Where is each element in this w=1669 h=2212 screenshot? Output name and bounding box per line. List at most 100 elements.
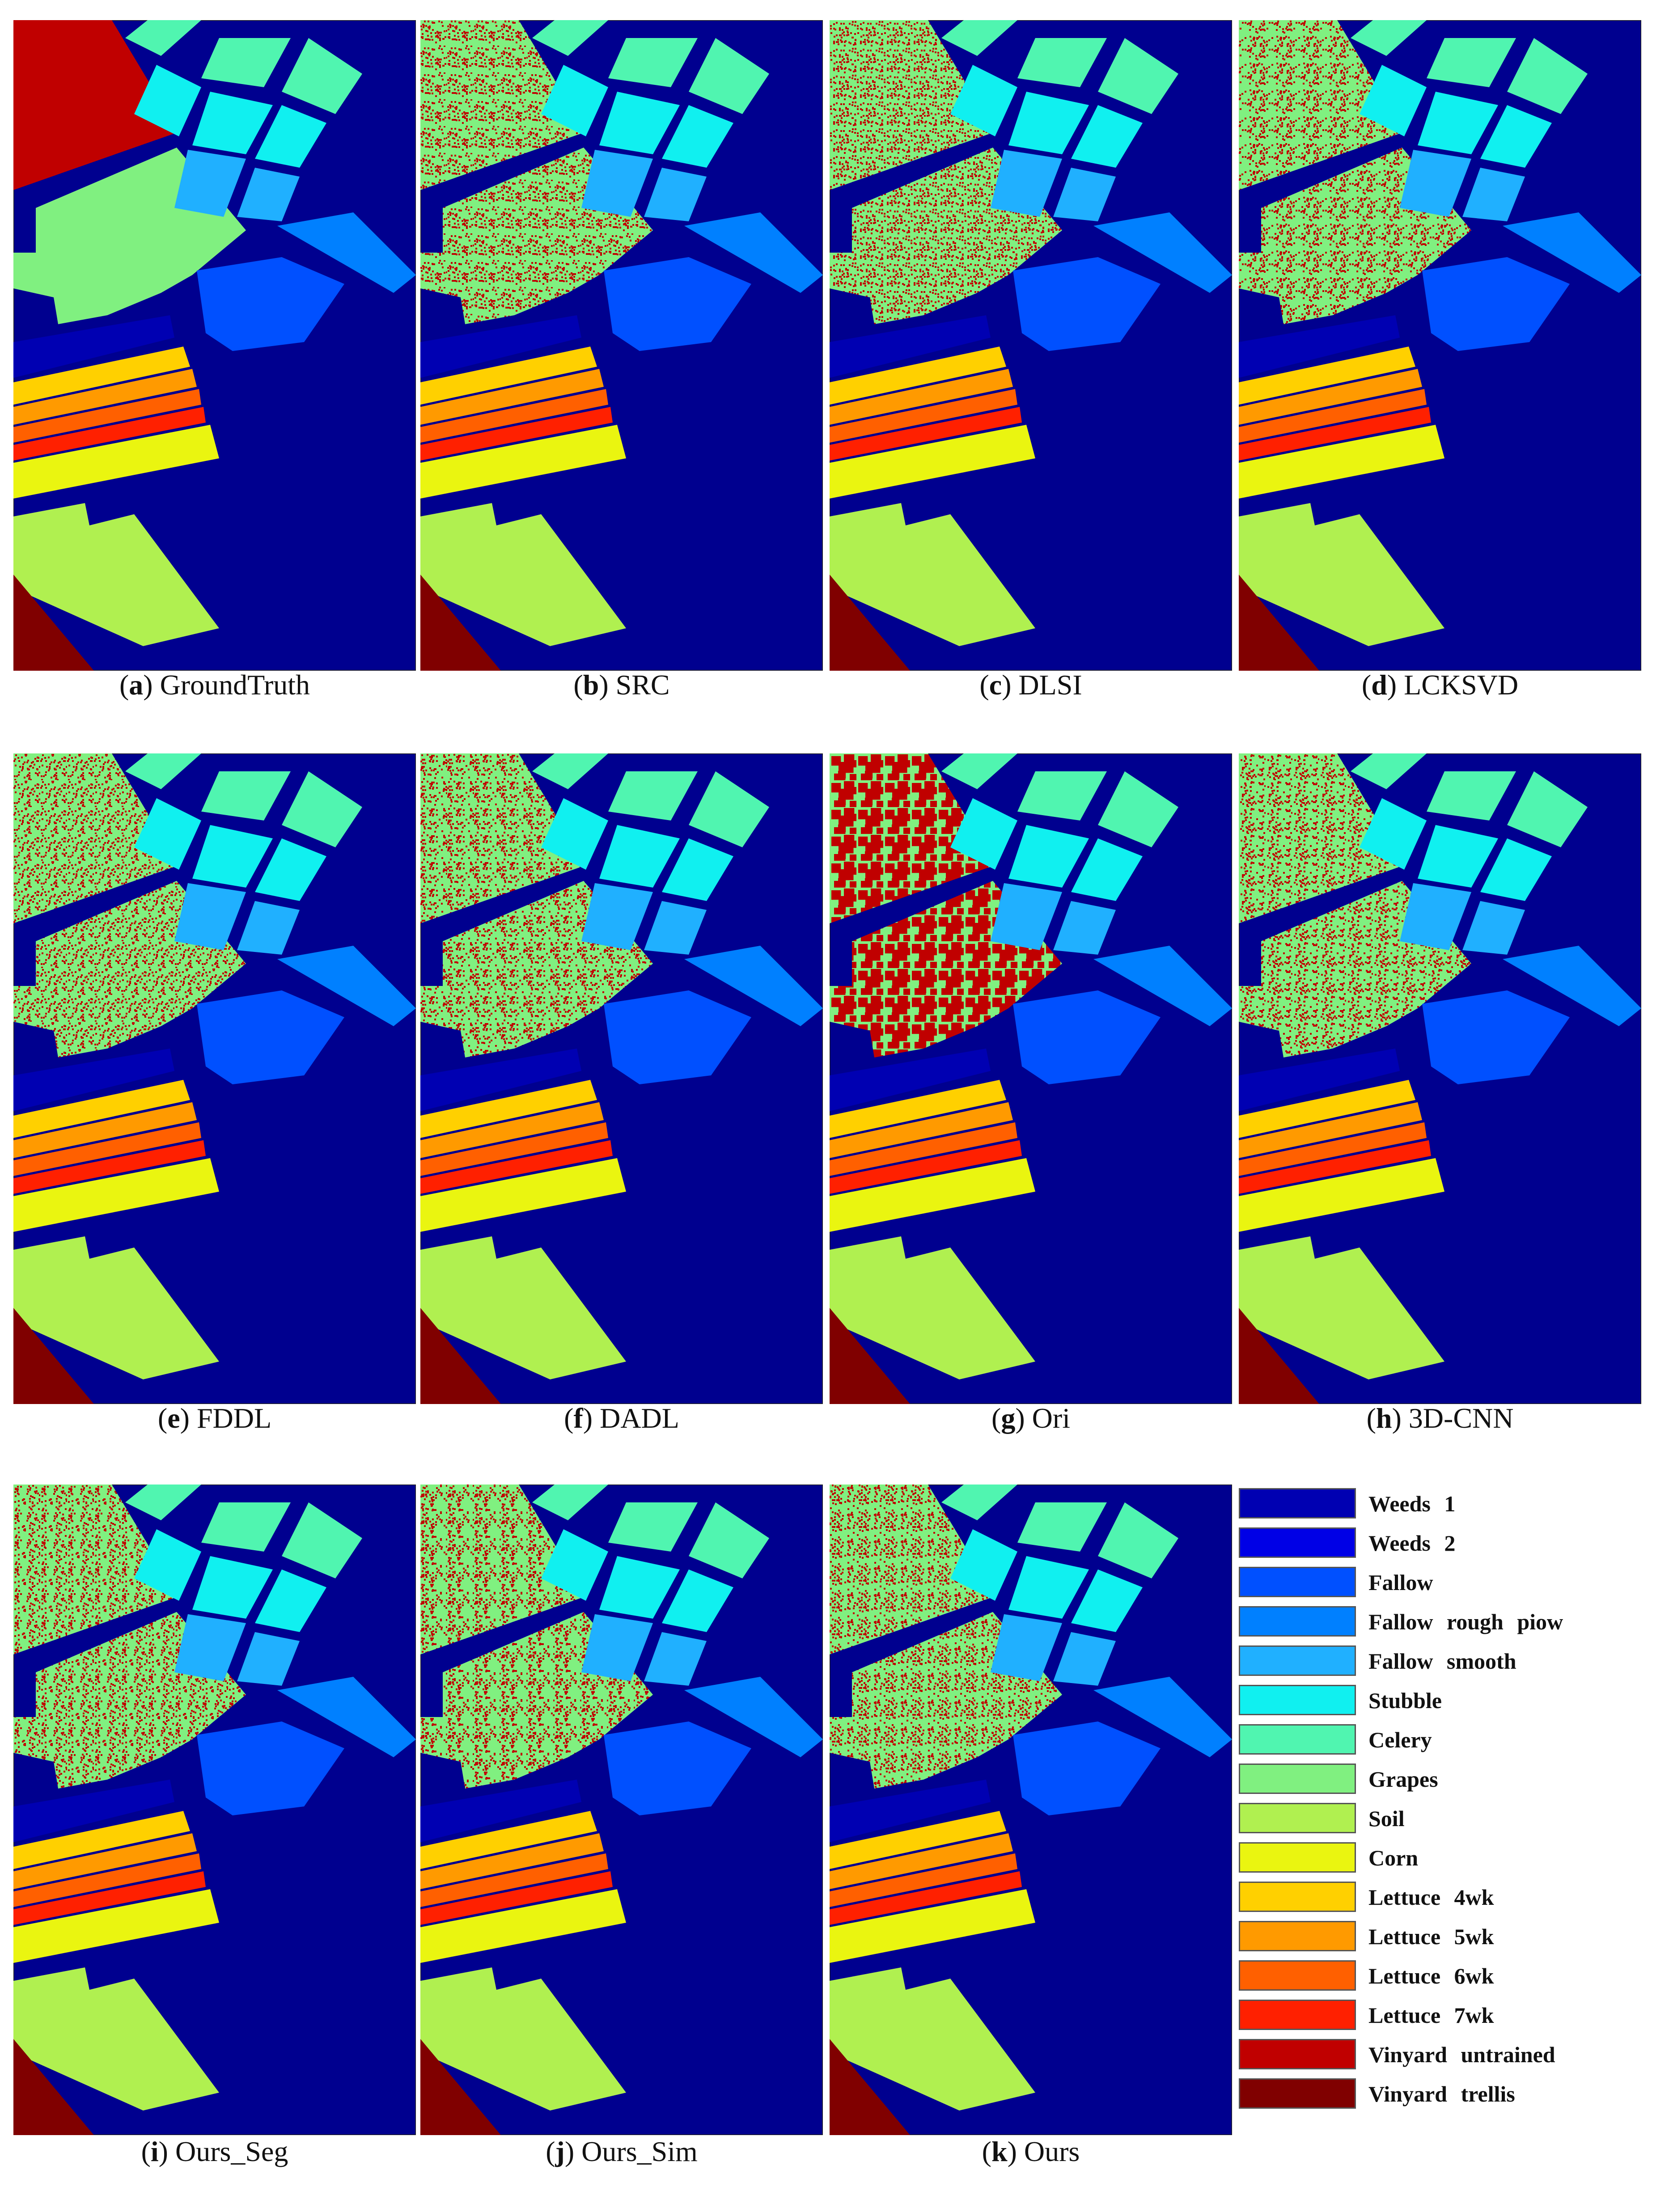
stubble-parcel [1418, 825, 1498, 888]
celery-parcel [1351, 753, 1427, 789]
fallow-smooth-parcel [581, 1614, 653, 1681]
legend-item: Corn [1239, 1842, 1641, 1875]
soil-field [830, 1236, 1035, 1379]
legend-label: Corn [1368, 1845, 1419, 1870]
weeds-1-field [13, 1780, 174, 1842]
panel-caption-k: (k) Ours [982, 2136, 1080, 2167]
legend-swatch [1239, 1606, 1356, 1637]
lettuce-6wk-strip [830, 1853, 1017, 1907]
celery-parcel [689, 1502, 769, 1578]
vinyard-untrained-field [13, 1485, 179, 1654]
fallow-smooth-parcel [174, 883, 246, 950]
vinyard-untrained-field [420, 753, 586, 923]
lettuce-7wk-strip [420, 1871, 613, 1925]
fallow-field [604, 1721, 751, 1815]
stubble-parcel [541, 65, 608, 136]
lettuce-5wk-strip [420, 1833, 604, 1889]
classification-map-j [420, 1485, 823, 2135]
lettuce-4wk-strip [13, 1080, 190, 1138]
stubble-parcel [1071, 1569, 1143, 1632]
fallow-smooth-parcel [237, 901, 300, 955]
lettuce-4wk-strip [1239, 1080, 1415, 1138]
vinyard-trellis-field [13, 575, 94, 671]
fallow-rough-plow-field [1093, 1677, 1232, 1757]
stubble-parcel [1071, 838, 1143, 901]
stubble-parcel [1360, 65, 1427, 136]
celery-parcel [689, 771, 769, 847]
fallow-smooth-parcel [1053, 168, 1116, 221]
soil-field [1239, 503, 1444, 646]
celery-parcel [941, 753, 1017, 789]
vinyard-untrained-field [830, 20, 995, 190]
lettuce-5wk-strip [830, 1833, 1013, 1889]
fallow-smooth-parcel [174, 1614, 246, 1681]
vinyard-untrained-field [13, 20, 179, 190]
stubble-parcel [662, 838, 733, 901]
legend-label: Vinyard untrained [1368, 2042, 1555, 2067]
vinyard-trellis-field [13, 2039, 94, 2135]
legend-label: Fallow smooth [1368, 1649, 1517, 1674]
celery-parcel [941, 1485, 1017, 1520]
celery-parcel [532, 753, 608, 789]
legend-label: Lettuce 6wk [1368, 1963, 1494, 1988]
panel-caption-b: (b) SRC [573, 669, 670, 701]
vinyard-untrained-field [420, 20, 586, 190]
celery-parcel [1351, 20, 1427, 56]
fallow-smooth-parcel [237, 168, 300, 221]
soil-field [420, 503, 626, 646]
panel-caption-d: (d) LCKSVD [1361, 669, 1519, 701]
celery-parcel [282, 38, 362, 114]
legend-label: Stubble [1368, 1688, 1442, 1713]
lettuce-4wk-strip [830, 1080, 1006, 1138]
lettuce-7wk-strip [1239, 407, 1431, 461]
legend-swatch [1239, 1685, 1356, 1715]
legend-item: Soil [1239, 1803, 1641, 1836]
fallow-smooth-parcel [581, 150, 653, 217]
celery-parcel [608, 1502, 698, 1552]
corn-strip [1239, 1158, 1444, 1232]
legend-swatch [1239, 1567, 1356, 1597]
fallow-field [1422, 990, 1570, 1084]
stubble-parcel [1008, 825, 1089, 888]
stubble-parcel [599, 92, 680, 154]
legend-item: Vinyard untrained [1239, 2039, 1641, 2072]
classification-map-b [420, 20, 823, 671]
legend-swatch [1239, 1882, 1356, 1912]
corn-strip [13, 1889, 219, 1963]
stubble-parcel [1008, 92, 1089, 154]
legend-swatch [1239, 1764, 1356, 1794]
stubble-parcel [950, 1529, 1017, 1601]
panel-letter: b [583, 669, 599, 701]
panel-letter: j [555, 2136, 565, 2167]
corn-strip [13, 425, 219, 499]
fallow-rough-plow-field [684, 946, 823, 1026]
corn-strip [1239, 425, 1444, 499]
stubble-parcel [1418, 92, 1498, 154]
stubble-parcel [255, 838, 326, 901]
stubble-parcel [541, 798, 608, 870]
lettuce-7wk-strip [830, 1140, 1022, 1194]
vinyard-untrained-field [830, 1485, 995, 1654]
lettuce-7wk-strip [420, 1140, 613, 1194]
classification-map-g [830, 753, 1232, 1404]
panel-method-name: Ori [1032, 1402, 1070, 1434]
fallow-smooth-parcel [237, 1632, 300, 1686]
fallow-rough-plow-field [277, 1677, 416, 1757]
legend-swatch [1239, 1960, 1356, 1991]
classification-map-k [830, 1485, 1232, 2135]
fallow-field [1013, 257, 1161, 351]
legend-item: Stubble [1239, 1685, 1641, 1718]
lettuce-5wk-strip [13, 369, 197, 425]
panel-method-name: Ours [1024, 2136, 1080, 2167]
fallow-smooth-parcel [1462, 901, 1525, 955]
fallow-rough-plow-field [1093, 946, 1232, 1026]
lettuce-6wk-strip [420, 1853, 608, 1907]
fallow-field [1013, 1721, 1161, 1815]
lettuce-6wk-strip [1239, 1122, 1427, 1176]
corn-strip [420, 1158, 626, 1232]
fallow-field [197, 257, 344, 351]
legend-swatch [1239, 1842, 1356, 1873]
lettuce-6wk-strip [420, 389, 608, 443]
fallow-rough-plow-field [1503, 212, 1641, 293]
legend-swatch [1239, 1488, 1356, 1518]
